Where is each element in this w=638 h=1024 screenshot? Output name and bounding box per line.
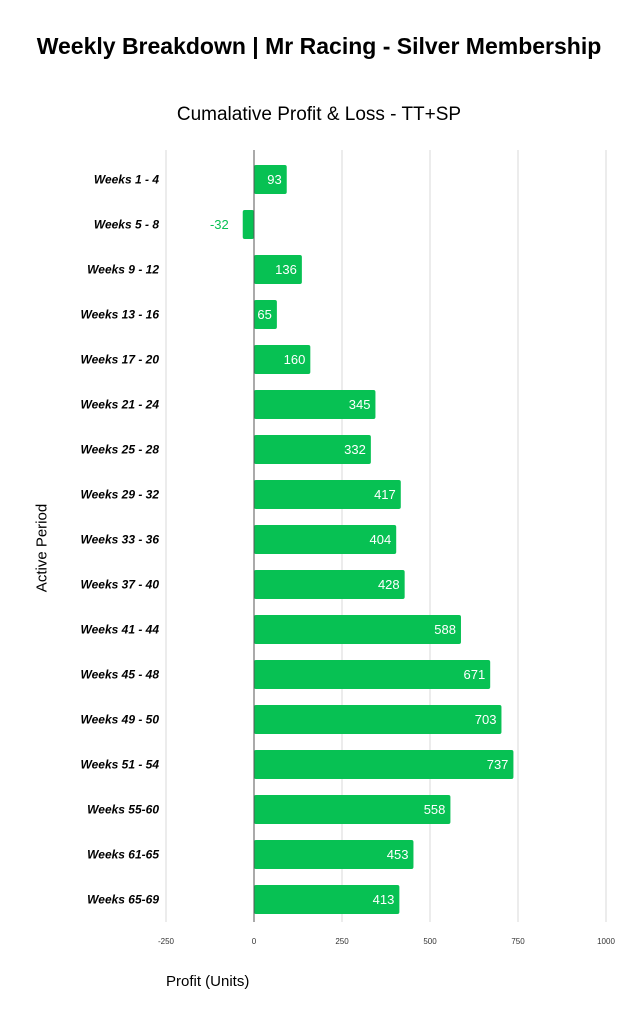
category-label: Weeks 13 - 16 [81, 308, 160, 322]
data-label: 453 [387, 847, 409, 862]
bar [242, 210, 254, 239]
bar [254, 525, 397, 554]
bar [254, 345, 311, 374]
data-label: 136 [275, 262, 297, 277]
bar [254, 615, 461, 644]
bar [254, 165, 287, 194]
category-label: Weeks 25 - 28 [81, 443, 160, 457]
category-label: Weeks 33 - 36 [81, 533, 160, 547]
data-label: -32 [210, 217, 229, 232]
bar [254, 390, 376, 419]
data-label: 65 [257, 307, 271, 322]
category-label: Weeks 5 - 8 [94, 218, 159, 232]
x-tick-label: 750 [511, 937, 525, 946]
x-axis-label: Profit (Units) [166, 973, 250, 990]
category-label: Weeks 51 - 54 [81, 758, 160, 772]
chart-title: Weekly Breakdown | Mr Racing - Silver Me… [36, 33, 602, 59]
data-label: 428 [378, 577, 400, 592]
x-tick-label: 1000 [597, 937, 615, 946]
x-tick-label: 500 [423, 937, 437, 946]
data-label: 160 [284, 352, 306, 367]
category-label: Weeks 37 - 40 [81, 578, 160, 592]
data-label: 588 [434, 622, 456, 637]
data-label: 737 [487, 757, 509, 772]
data-label: 345 [349, 397, 371, 412]
category-label: Weeks 9 - 12 [87, 263, 159, 277]
category-label: Weeks 61-65 [87, 848, 159, 862]
category-label: Weeks 1 - 4 [94, 173, 159, 187]
bar [254, 840, 414, 869]
category-label: Weeks 65-69 [87, 893, 159, 907]
chart-subtitle: Cumalative Profit & Loss - TT+SP [176, 104, 462, 125]
x-tick-label: -250 [158, 937, 175, 946]
bar [254, 255, 302, 284]
data-label: 332 [344, 442, 366, 457]
x-tick-label: 0 [252, 937, 257, 946]
category-label: Weeks 55-60 [87, 803, 159, 817]
data-label: 417 [374, 487, 396, 502]
category-label: Weeks 41 - 44 [81, 623, 160, 637]
category-label: Weeks 21 - 24 [81, 398, 160, 412]
x-tick-label: 250 [335, 937, 349, 946]
bar [254, 435, 371, 464]
bar [254, 705, 502, 734]
bar [254, 750, 514, 779]
data-label: 93 [267, 172, 281, 187]
bar [254, 480, 401, 509]
bar [254, 660, 491, 689]
data-label: 404 [370, 532, 392, 547]
bar [254, 570, 405, 599]
data-label: 671 [463, 667, 485, 682]
bar [254, 795, 451, 824]
bar [254, 885, 400, 914]
data-label: 703 [475, 712, 497, 727]
category-label: Weeks 17 - 20 [81, 353, 160, 367]
category-label: Weeks 45 - 48 [81, 668, 160, 682]
data-label: 413 [373, 892, 395, 907]
category-label: Weeks 49 - 50 [81, 713, 160, 727]
data-label: 558 [424, 802, 446, 817]
bar [254, 300, 277, 329]
category-label: Weeks 29 - 32 [81, 488, 160, 502]
